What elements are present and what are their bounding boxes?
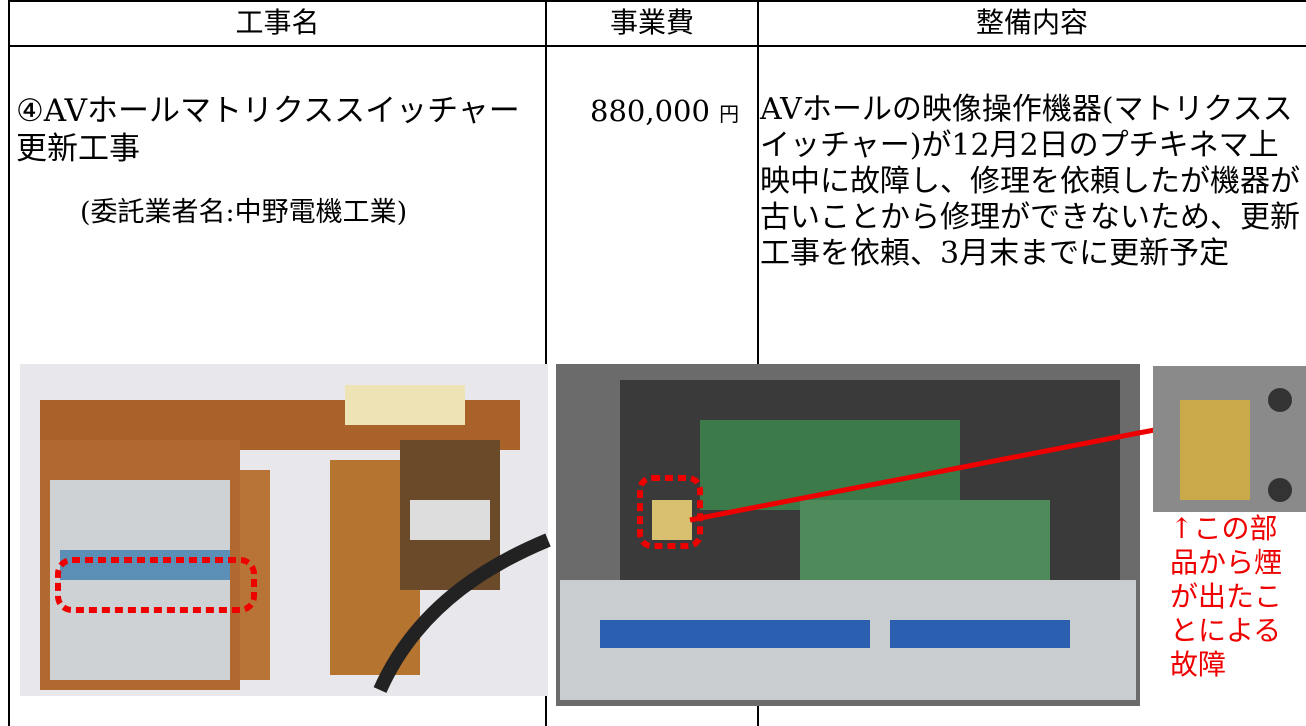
photo-closeup (1153, 366, 1306, 512)
description: AVホールの映像操作機器(マトリクススイッチャー)が12月2日のプチキネマ上映中… (760, 92, 1300, 271)
cost-value: 880,000 (590, 94, 710, 128)
project-name: ④AVホールマトリクススイッチャー更新工事 (16, 93, 520, 167)
cost-unit: 円 (719, 102, 740, 126)
cost: 880,000 円 (590, 94, 739, 128)
photo-switcher (556, 364, 1195, 706)
photo-desk (20, 364, 551, 696)
header-cell: 工事名 (235, 6, 320, 39)
header-cell: 事業費 (609, 6, 694, 39)
contractor: (委託業者名:中野電機工業) (80, 197, 408, 228)
photo-caption: ↑この部品から煙が出たことによる故障 (1170, 512, 1283, 681)
header-cell: 整備内容 (975, 6, 1088, 39)
